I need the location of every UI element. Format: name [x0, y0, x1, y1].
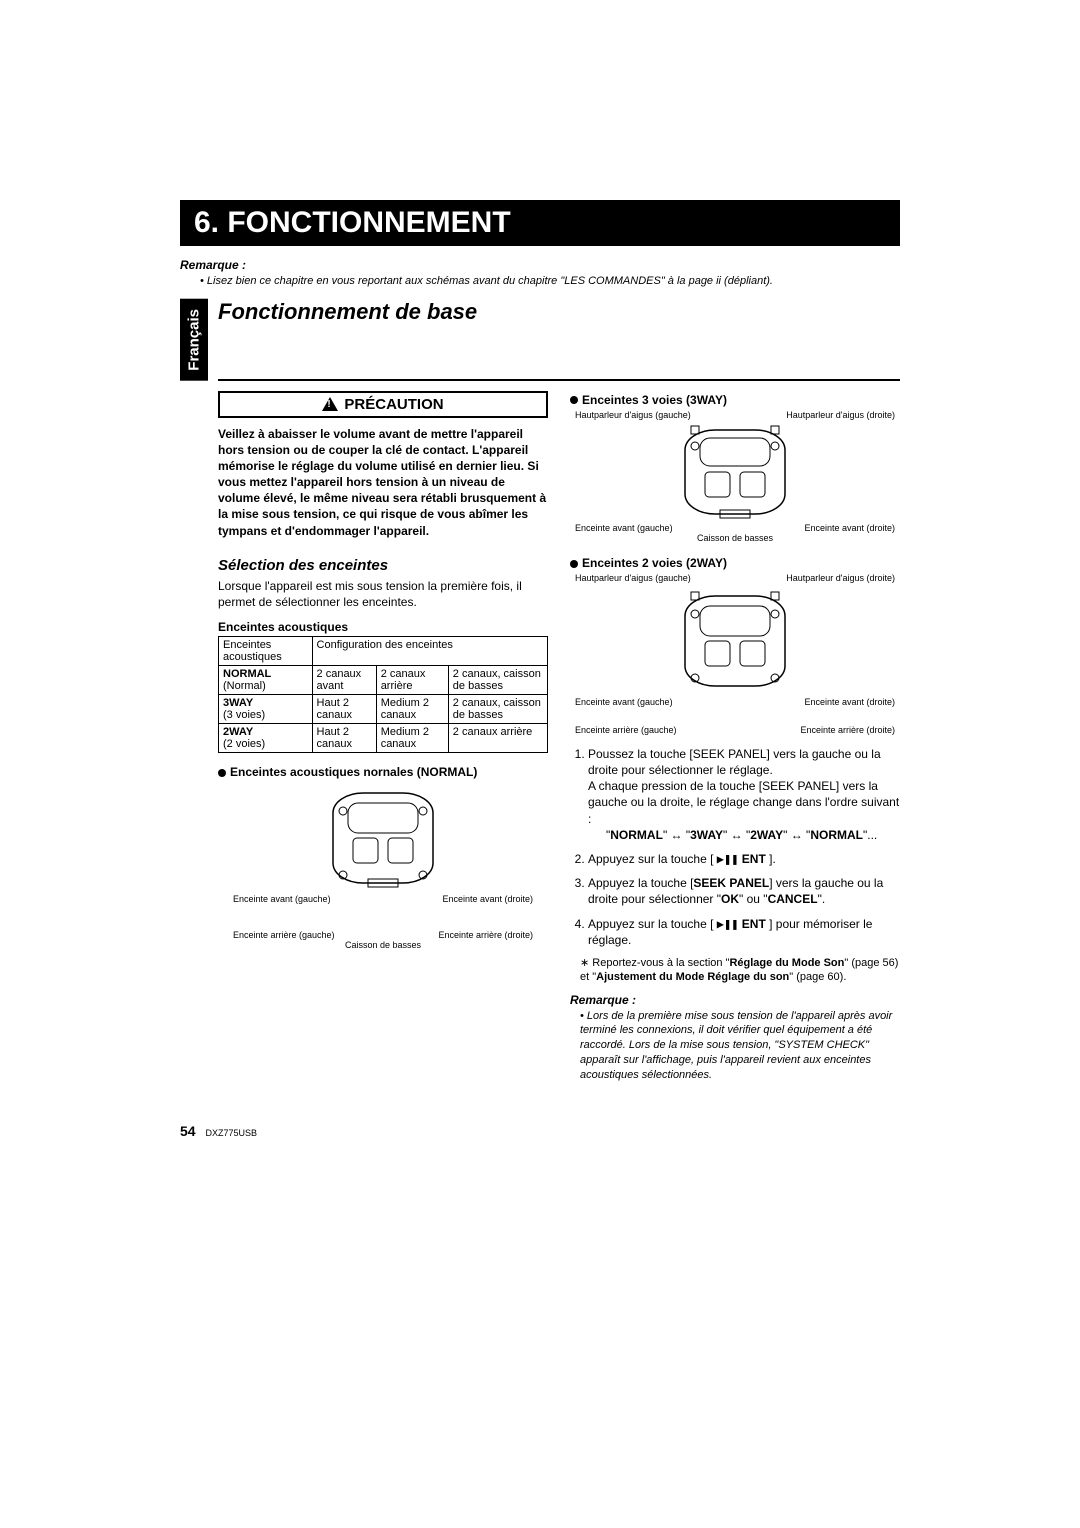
row0-name: NORMAL — [223, 668, 271, 680]
page-number-value: 54 — [180, 1123, 196, 1139]
lbl-tw-l2: Hautparleur d'aigus (gauche) — [575, 574, 691, 584]
row1-c2: Medium 2 canaux — [376, 695, 448, 724]
table-row: 2WAY(2 voies) Haut 2 canaux Medium 2 can… — [219, 724, 548, 753]
top-remarque: • Lisez bien ce chapitre en vous reporta… — [200, 274, 900, 289]
right-column: Enceintes 3 voies (3WAY) Hautparleur d'a… — [570, 381, 900, 1093]
lbl-front-r: Enceinte avant (droite) — [442, 895, 533, 905]
speaker-heading: Sélection des enceintes — [218, 557, 548, 574]
row1-name: 3WAY — [223, 697, 253, 709]
w3-diagram: Hautparleur d'aigus (gauche) Hautparleur… — [575, 411, 895, 545]
xref: ∗ Reportez-vous à la section "Réglage du… — [580, 956, 900, 985]
lbl-rear-r2: Enceinte arrière (droite) — [800, 726, 895, 736]
lbl-front-l: Enceinte avant (gauche) — [233, 895, 331, 905]
bottom-remarque-text: Lors de la première mise sous tension de… — [580, 1010, 892, 1081]
step-3: Appuyez la touche [SEEK PANEL] vers la g… — [588, 875, 900, 907]
th-enceintes: Enceintes acoustiques — [219, 637, 313, 666]
lbl-sub2: Caisson de basses — [575, 534, 895, 544]
lbl-tw-l: Hautparleur d'aigus (gauche) — [575, 411, 691, 421]
row2-sub: (2 voies) — [223, 738, 265, 750]
w2-diagram-title: Enceintes 2 voies (2WAY) — [570, 556, 900, 570]
lbl-front-r3: Enceinte avant (droite) — [804, 698, 895, 708]
page-number: 54 DXZ775USB — [180, 1123, 257, 1139]
lbl-front-r2: Enceinte avant (droite) — [804, 524, 895, 534]
lbl-front-l2: Enceinte avant (gauche) — [575, 524, 673, 534]
lbl-sub: Caisson de basses — [233, 941, 533, 951]
row1-sub: (3 voies) — [223, 709, 265, 721]
speaker-table: Enceintes acoustiques Configuration des … — [218, 636, 548, 753]
chapter-title: 6. FONCTIONNEMENT — [180, 200, 900, 246]
table-row: NORMAL(Normal) 2 canaux avant 2 canaux a… — [219, 666, 548, 695]
step-4: Appuyez sur la touche [ ▶❚❚ ENT ] pour m… — [588, 916, 900, 948]
bullet-icon — [570, 560, 578, 568]
row2-name: 2WAY — [223, 726, 253, 738]
lbl-front-l3: Enceinte avant (gauche) — [575, 698, 673, 708]
car-icon — [655, 422, 815, 522]
steps-list: Poussez la touche [SEEK PANEL] vers la g… — [570, 746, 900, 948]
th-config: Configuration des enceintes — [312, 637, 547, 666]
step1b-text: A chaque pression de la touche [SEEK PAN… — [588, 779, 899, 825]
row2-c1: Haut 2 canaux — [312, 724, 376, 753]
left-column: PRÉCAUTION Veillez à abaisser le volume … — [218, 381, 548, 1093]
car-icon — [655, 586, 815, 696]
row2-c2: Medium 2 canaux — [376, 724, 448, 753]
caution-text: Veillez à abaisser le volume avant de me… — [218, 426, 548, 539]
caution-label: PRÉCAUTION — [344, 396, 443, 413]
step1a-text: Poussez la touche [SEEK PANEL] vers la g… — [588, 747, 881, 777]
bullet-icon — [570, 396, 578, 404]
row0-c3: 2 canaux, caisson de basses — [448, 666, 547, 695]
row1-c1: Haut 2 canaux — [312, 695, 376, 724]
w2-diagram: Hautparleur d'aigus (gauche) Hautparleur… — [575, 574, 895, 736]
speaker-intro: Lorsque l'appareil est mis sous tension … — [218, 578, 548, 610]
table-title: Enceintes acoustiques — [218, 620, 548, 634]
w2-title-text: Enceintes 2 voies (2WAY) — [582, 556, 727, 570]
bullet-icon — [218, 769, 226, 777]
row2-c3: 2 canaux arrière — [448, 724, 547, 753]
section-row: Français Fonctionnement de base — [180, 299, 900, 381]
remarque-label-2: Remarque : — [570, 993, 900, 1007]
lbl-tw-r: Hautparleur d'aigus (droite) — [786, 411, 895, 421]
lbl-rear-l: Enceinte arrière (gauche) — [233, 931, 335, 941]
normal-title-text: Enceintes acoustiques nornales (NORMAL) — [230, 765, 477, 779]
normal-diagram: Enceinte avant (gauche) Enceinte avant (… — [233, 783, 533, 951]
language-tab: Français — [180, 299, 208, 381]
sequence: "NORMAL" ↔ "3WAY" ↔ "2WAY" ↔ "NORMAL"... — [606, 827, 900, 843]
w3-title-text: Enceintes 3 voies (3WAY) — [582, 393, 727, 407]
table-row: 3WAY(3 voies) Haut 2 canaux Medium 2 can… — [219, 695, 548, 724]
step-1: Poussez la touche [SEEK PANEL] vers la g… — [588, 746, 900, 843]
lbl-rear-l2: Enceinte arrière (gauche) — [575, 726, 677, 736]
model-code: DXZ775USB — [205, 1128, 257, 1138]
w3-diagram-title: Enceintes 3 voies (3WAY) — [570, 393, 900, 407]
step-2: Appuyez sur la touche [ ▶❚❚ ENT ]. — [588, 851, 900, 867]
table-header-row: Enceintes acoustiques Configuration des … — [219, 637, 548, 666]
play-pause-icon: ▶❚❚ — [717, 851, 739, 867]
section-title: Fonctionnement de base — [218, 299, 900, 381]
top-remarque-text: Lisez bien ce chapitre en vous reportant… — [207, 275, 773, 287]
content-columns: PRÉCAUTION Veillez à abaisser le volume … — [218, 381, 900, 1093]
play-pause-icon: ▶❚❚ — [717, 916, 739, 932]
bottom-remarque: • Lors de la première mise sous tension … — [580, 1009, 900, 1083]
lbl-rear-r: Enceinte arrière (droite) — [438, 931, 533, 941]
normal-diagram-title: Enceintes acoustiques nornales (NORMAL) — [218, 765, 548, 779]
row0-c2: 2 canaux arrière — [376, 666, 448, 695]
caution-box: PRÉCAUTION — [218, 391, 548, 418]
car-icon — [303, 783, 463, 893]
warning-icon — [322, 397, 338, 411]
lbl-tw-r2: Hautparleur d'aigus (droite) — [786, 574, 895, 584]
row1-c3: 2 canaux, caisson de basses — [448, 695, 547, 724]
row0-sub: (Normal) — [223, 680, 266, 692]
page: 6. FONCTIONNEMENT Remarque : • Lisez bie… — [180, 200, 900, 1093]
remarque-label: Remarque : — [180, 258, 900, 272]
row0-c1: 2 canaux avant — [312, 666, 376, 695]
